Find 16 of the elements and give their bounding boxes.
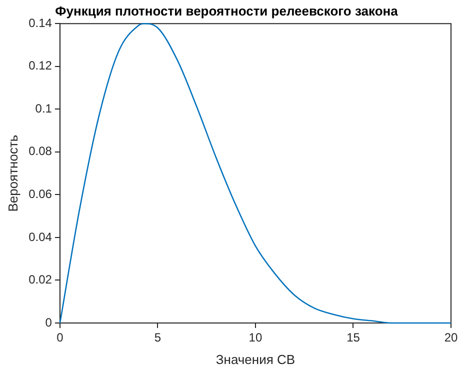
y-tick-label: 0.04 (28, 230, 52, 244)
y-tick-label: 0.14 (28, 16, 52, 30)
y-tick-label: 0.06 (28, 187, 52, 201)
y-tick-label: 0.02 (28, 272, 52, 287)
y-axis-title: Вероятность (5, 134, 20, 212)
y-tick-label: 0 (45, 315, 52, 330)
x-tick-label: 10 (248, 330, 262, 345)
x-tick-label: 5 (154, 330, 162, 345)
y-tick-label: 0.08 (28, 144, 52, 158)
x-tick-label: 15 (346, 330, 360, 345)
x-tick-label: 20 (444, 330, 458, 345)
x-axis-title: Значения СВ (216, 352, 296, 367)
x-tick-label: 0 (56, 330, 64, 345)
y-tick-label: 0.1 (35, 101, 52, 116)
y-tick-label: 0.12 (28, 58, 52, 73)
chart-title: Функция плотности вероятности релеевского закона (55, 3, 399, 18)
